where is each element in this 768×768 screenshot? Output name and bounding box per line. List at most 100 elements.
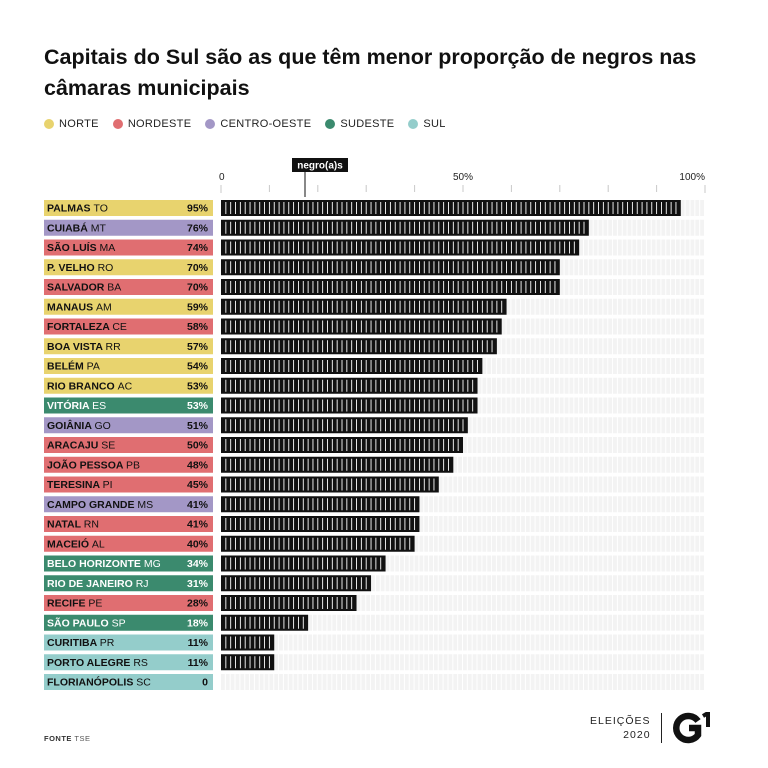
bar-track-segment <box>521 358 525 374</box>
bar-track-segment <box>632 358 637 374</box>
bar-track-segment <box>656 377 661 394</box>
row-label: PALMAS TO <box>47 203 108 215</box>
bar-track-segment <box>414 555 419 572</box>
bar-track-segment <box>584 496 588 513</box>
bar-track-segment <box>700 259 704 276</box>
bar-track-segment <box>588 535 593 552</box>
bar-manaus <box>221 298 507 315</box>
bar-track-segment <box>414 595 419 611</box>
bar-track-segment <box>540 456 545 473</box>
bar-track-segment <box>395 674 400 690</box>
bar-track-segment <box>448 654 453 671</box>
bar-track-segment <box>656 555 661 572</box>
bar-track-segment <box>516 338 521 355</box>
bar-track-segment <box>608 377 613 394</box>
bar-track-segment <box>627 674 632 690</box>
bar-track-segment <box>501 377 506 394</box>
bar-track-segment <box>608 397 613 414</box>
bar-track-segment <box>559 614 564 631</box>
bar-track-segment <box>675 555 680 572</box>
bar-track-segment <box>293 674 298 690</box>
bar-track-segment <box>482 417 487 434</box>
bar-track-segment <box>342 634 346 651</box>
bar-track-segment <box>695 614 700 631</box>
bar-track-segment <box>574 496 579 513</box>
bar-track-segment <box>642 279 646 295</box>
bar-track-segment <box>404 555 409 572</box>
bar-track-segment <box>656 239 661 256</box>
bar-track-segment <box>685 456 690 473</box>
bar-track-segment <box>675 358 680 374</box>
bar-track-segment <box>579 358 583 374</box>
bar-track-segment <box>695 239 700 256</box>
bar-track-segment <box>608 654 613 671</box>
bar-track-segment <box>448 535 453 552</box>
bar-track-segment <box>298 674 303 690</box>
bar-track-segment <box>564 634 569 651</box>
legend-item-nordeste: NORDESTE <box>112 118 192 130</box>
bar-track-segment <box>666 397 671 414</box>
bar-track-segment <box>656 575 661 592</box>
row-label-box <box>44 298 213 315</box>
bar-track-segment <box>622 219 627 236</box>
bar-track-segment <box>593 535 598 552</box>
bar-track-segment <box>608 338 613 355</box>
bar-track-segment <box>593 338 598 355</box>
bar-track-segment <box>661 259 666 276</box>
bar-rio-de-janeiro <box>221 575 372 592</box>
bar-track-segment <box>680 298 685 315</box>
bar-track-segment <box>632 456 637 473</box>
bar-track-segment <box>525 634 530 651</box>
bar-track-segment <box>613 535 617 552</box>
bar-track-segment <box>540 496 545 513</box>
bar-track-segment <box>380 654 385 671</box>
bar-track-segment <box>685 674 690 690</box>
bar-track-segment <box>506 535 511 552</box>
bar-track-segment <box>690 358 695 374</box>
bar-track-segment <box>593 239 598 256</box>
bar-track-segment <box>574 614 579 631</box>
row-value-label: 40% <box>187 538 209 550</box>
bar-track-segment <box>540 298 545 315</box>
bar-track-segment <box>656 476 661 493</box>
bar-track-segment <box>646 318 651 335</box>
bar-track-segment <box>574 634 579 651</box>
row-value-label: 95% <box>187 203 209 215</box>
bar-track-segment <box>390 555 395 572</box>
bar-track-segment <box>700 674 704 690</box>
bar-track-segment <box>675 535 680 552</box>
bar-track-segment <box>550 377 554 394</box>
bar-track-segment <box>588 634 593 651</box>
bar-track-segment <box>540 674 545 690</box>
bar-track-segment <box>588 279 593 295</box>
bar-track-segment <box>492 417 496 434</box>
bar-track-segment <box>521 535 525 552</box>
bar-track-segment <box>395 614 400 631</box>
bar-track-segment <box>574 417 579 434</box>
bar-track-segment <box>666 298 671 315</box>
g1-logo-icon <box>672 712 710 744</box>
bar-track-segment <box>671 634 675 651</box>
bar-track-segment <box>516 595 521 611</box>
bar-track-segment <box>617 338 622 355</box>
bar-track-segment <box>622 259 627 276</box>
bar-track-segment <box>637 654 642 671</box>
bar-track-segment <box>700 516 704 532</box>
legend: NORTE NORDESTE CENTRO-OESTE SUDESTE SUL <box>44 118 460 130</box>
bar-track-segment <box>506 417 511 434</box>
bar-track-segment <box>661 358 666 374</box>
bar-track-segment <box>632 614 637 631</box>
bar-track-segment <box>627 239 632 256</box>
bar-track-segment <box>511 318 516 335</box>
bar-track-segment <box>671 496 675 513</box>
bar-track-segment <box>671 456 675 473</box>
bar-track-segment <box>472 496 477 513</box>
bar-track-segment <box>608 456 613 473</box>
brand-divider <box>660 713 662 743</box>
bar-track-segment <box>613 654 617 671</box>
bar-track-segment <box>453 634 458 651</box>
bar-track-segment <box>322 674 327 690</box>
bar-track-segment <box>695 476 700 493</box>
bar-track-segment <box>588 437 593 453</box>
bar-track-segment <box>467 575 472 592</box>
